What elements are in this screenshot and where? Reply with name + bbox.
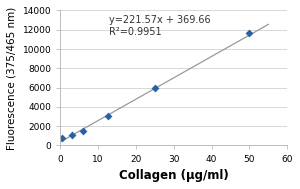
Point [105, 114, 110, 117]
Text: y=221.57x + 369.66
R²=0.9951: y=221.57x + 369.66 R²=0.9951 [110, 15, 211, 37]
Point [152, 86, 157, 89]
Y-axis label: Fluorescence (375/465 nm): Fluorescence (375/465 nm) [7, 6, 17, 149]
Point [69, 134, 74, 137]
Point [247, 32, 252, 35]
X-axis label: Collagen (µg/ml): Collagen (µg/ml) [119, 169, 229, 182]
Point [81, 129, 85, 132]
Point [60, 136, 64, 139]
